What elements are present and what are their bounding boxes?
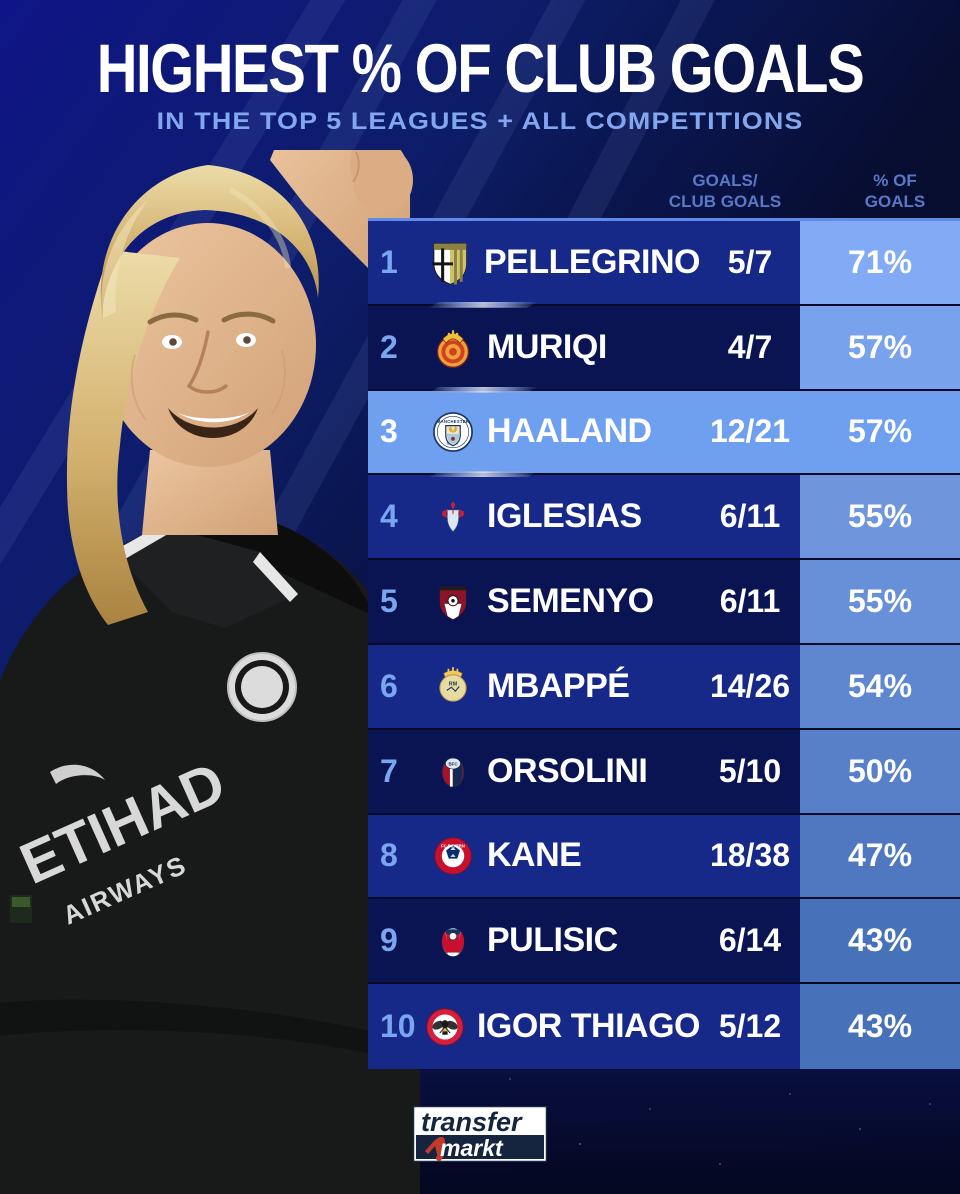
svg-text:BFC: BFC [448, 762, 458, 767]
svg-text:transfer: transfer [421, 1107, 523, 1137]
svg-text:RM: RM [448, 682, 457, 688]
svg-text:FC BAYERN: FC BAYERN [441, 843, 465, 848]
svg-text:MANCHESTER: MANCHESTER [436, 419, 468, 424]
svg-text:markt: markt [440, 1135, 504, 1161]
